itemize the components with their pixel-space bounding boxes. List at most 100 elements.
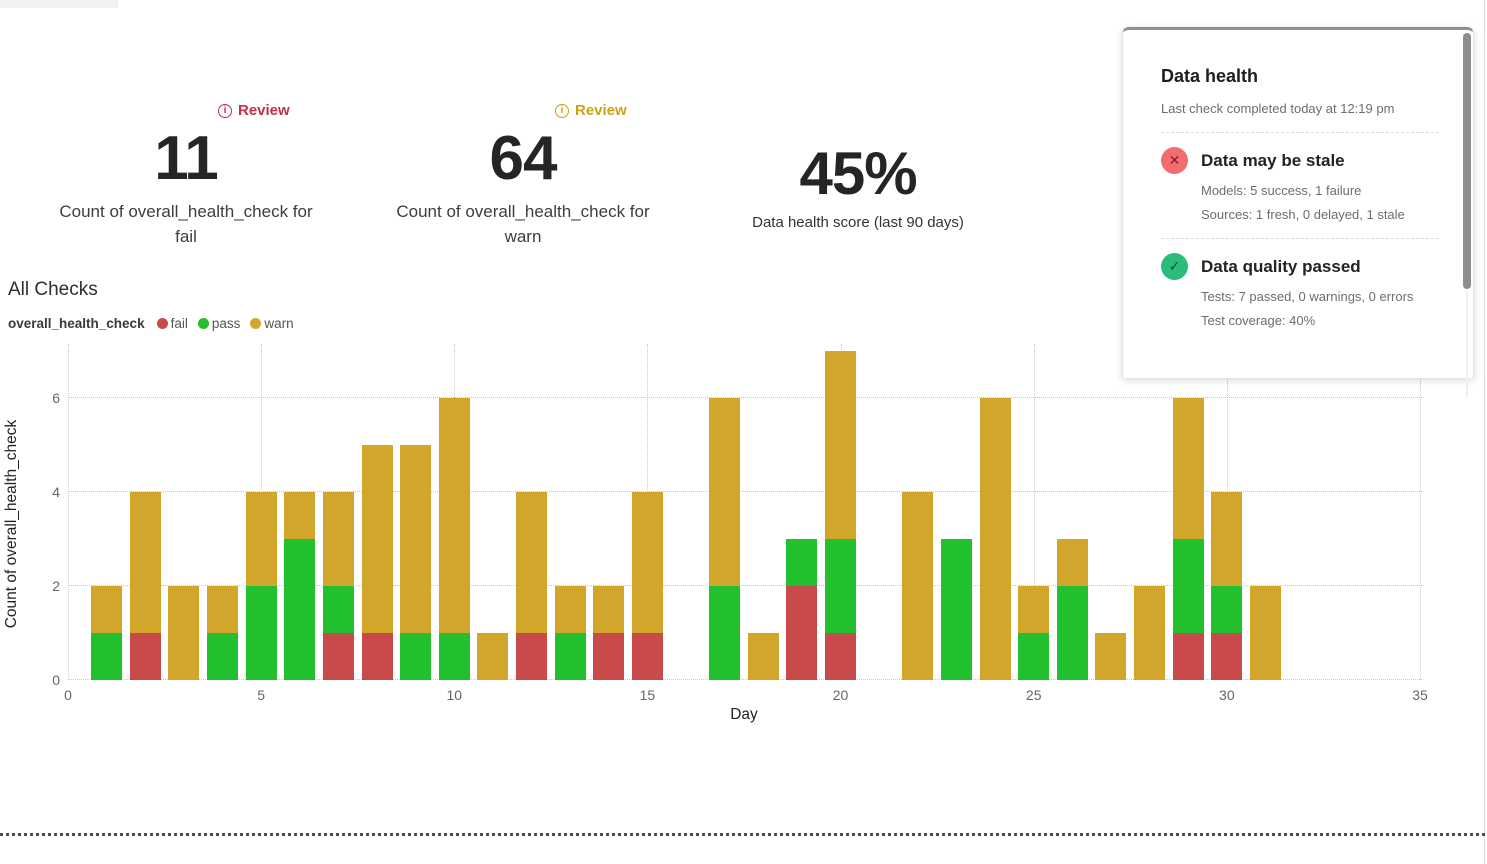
gridline-y-0 xyxy=(68,679,1422,680)
plot-area: 0 2 4 6 0 5 10 15 20 25 30 35 xyxy=(52,344,1428,703)
bar-day25-pass[interactable] xyxy=(1018,633,1050,680)
bar-day7-fail[interactable] xyxy=(322,633,354,680)
info-icon xyxy=(218,103,232,118)
kpi-fail-count: Review 11 Count of overall_health_check … xyxy=(16,96,356,249)
bar-day13-warn[interactable] xyxy=(554,586,586,633)
bar-day1-warn[interactable] xyxy=(91,586,123,633)
bar-day20-fail[interactable] xyxy=(825,633,857,680)
review-badge-fail[interactable]: Review xyxy=(218,102,290,119)
legend-item-pass[interactable]: pass xyxy=(197,316,241,331)
health-item-line: Models: 5 success, 1 failure xyxy=(1201,183,1362,198)
bar-day12-warn[interactable] xyxy=(516,492,548,633)
bar-day19-fail[interactable] xyxy=(786,586,818,680)
bar-day8-warn[interactable] xyxy=(361,445,393,633)
bar-day9-pass[interactable] xyxy=(400,633,432,680)
review-badge-warn[interactable]: Review xyxy=(555,102,627,119)
data-health-panel: Data health Last check completed today a… xyxy=(1122,27,1474,398)
bar-day8-fail[interactable] xyxy=(361,633,393,680)
bar-day25-warn[interactable] xyxy=(1018,586,1050,633)
bar-day31-warn[interactable] xyxy=(1249,586,1281,680)
bar-day10-pass[interactable] xyxy=(438,633,470,680)
bar-day4-pass[interactable] xyxy=(207,633,238,680)
x-axis-label: Day xyxy=(730,706,758,723)
bar-day26-warn[interactable] xyxy=(1056,539,1088,586)
bar-day28-warn[interactable] xyxy=(1134,586,1166,680)
bar-day30-pass[interactable] xyxy=(1211,586,1243,633)
bar-day4-warn[interactable] xyxy=(207,586,238,633)
kpi-value: 45% xyxy=(799,140,917,207)
bar-day18-warn[interactable] xyxy=(747,633,779,680)
kpi-warn-count: Review 64 Count of overall_health_check … xyxy=(353,96,693,249)
bar-day9-warn[interactable] xyxy=(400,445,432,633)
y-axis-label: Count of overall_health_check xyxy=(3,419,20,629)
review-badge-label: Review xyxy=(575,102,627,119)
bar-day20-warn[interactable] xyxy=(825,351,857,539)
health-item-quality: Data quality passed Tests: 7 passed, 0 w… xyxy=(1161,253,1439,328)
bar-day20-pass[interactable] xyxy=(825,539,857,633)
bar-day5-warn[interactable] xyxy=(245,492,277,586)
bar-day2-warn[interactable] xyxy=(129,492,161,633)
last-check-text: Last check completed today at 12:19 pm xyxy=(1161,101,1395,116)
x-circle-icon xyxy=(1161,147,1188,174)
legend-label: pass xyxy=(211,316,241,331)
gridline-x-25 xyxy=(1033,344,1035,680)
health-item-line: Sources: 1 fresh, 0 delayed, 1 stale xyxy=(1201,207,1405,222)
bar-day13-pass[interactable] xyxy=(554,633,586,680)
bar-day17-pass[interactable] xyxy=(709,586,741,680)
x-tick-label: 5 xyxy=(257,687,266,703)
bar-day15-fail[interactable] xyxy=(631,633,663,680)
x-tick-label: 30 xyxy=(1219,687,1235,703)
y-tick-label: 4 xyxy=(52,484,60,500)
review-badge-label: Review xyxy=(238,102,290,119)
kpi-health-score: 45% Data health score (last 90 days) xyxy=(688,112,1028,234)
bar-day14-fail[interactable] xyxy=(593,633,625,680)
bar-day26-pass[interactable] xyxy=(1056,586,1088,680)
bar-day3-warn[interactable] xyxy=(168,586,200,680)
legend-item-warn[interactable]: warn xyxy=(250,316,294,331)
bar-day29-fail[interactable] xyxy=(1172,633,1204,680)
bar-day14-warn[interactable] xyxy=(593,586,625,633)
bar-day29-warn[interactable] xyxy=(1172,398,1204,539)
bar-day10-warn[interactable] xyxy=(438,398,470,633)
scrollbar-track xyxy=(1466,290,1468,398)
health-item-line: Tests: 7 passed, 0 warnings, 0 errors xyxy=(1201,289,1414,304)
bar-day24-warn[interactable] xyxy=(979,398,1011,680)
bar-day2-fail[interactable] xyxy=(129,633,161,680)
bar-day12-fail[interactable] xyxy=(516,633,548,680)
bar-day29-pass[interactable] xyxy=(1172,539,1204,633)
window-right-border xyxy=(1484,0,1485,864)
bottom-dotted-divider xyxy=(0,833,1487,836)
stacked-bar-chart: Count of overall_health_check 0 2 4 6 0 5 10 15… xyxy=(0,340,1487,740)
bar-day6-warn[interactable] xyxy=(284,492,316,539)
bar-day23-pass[interactable] xyxy=(940,539,972,680)
bar-day17-warn[interactable] xyxy=(709,398,741,586)
gridline-x-0 xyxy=(68,344,69,680)
panel-title: Data health xyxy=(1161,66,1259,86)
bar-day19-pass[interactable] xyxy=(786,539,818,586)
bar-day15-warn[interactable] xyxy=(631,492,663,633)
legend-series-name: overall_health_check xyxy=(8,316,145,331)
bar-day22-warn[interactable] xyxy=(902,492,934,680)
y-tick-label: 0 xyxy=(52,672,60,688)
kpi-value: 11 xyxy=(154,124,219,193)
bar-day1-pass[interactable] xyxy=(91,633,123,680)
bar-day30-fail[interactable] xyxy=(1211,633,1243,680)
kpi-label: Count of overall_health_check for fail xyxy=(59,202,313,246)
warn-dot-icon xyxy=(250,318,262,329)
gridline-y-4 xyxy=(68,491,1422,492)
bar-day30-warn[interactable] xyxy=(1211,492,1243,586)
bar-day7-warn[interactable] xyxy=(322,492,354,586)
gridline-x-35 xyxy=(1420,344,1421,680)
legend-item-fail[interactable]: fail xyxy=(156,316,188,331)
bar-day27-warn[interactable] xyxy=(1095,633,1127,680)
x-tick-label: 20 xyxy=(832,687,849,703)
health-item-title: Data quality passed xyxy=(1201,257,1361,276)
x-tick-label: 10 xyxy=(446,687,463,703)
top-strip xyxy=(0,0,118,8)
scrollbar-thumb[interactable] xyxy=(1463,33,1471,289)
bar-day7-pass[interactable] xyxy=(322,586,354,633)
bar-day5-pass[interactable] xyxy=(245,586,277,680)
bar-day11-warn[interactable] xyxy=(477,633,509,680)
bar-day6-pass[interactable] xyxy=(284,539,316,680)
